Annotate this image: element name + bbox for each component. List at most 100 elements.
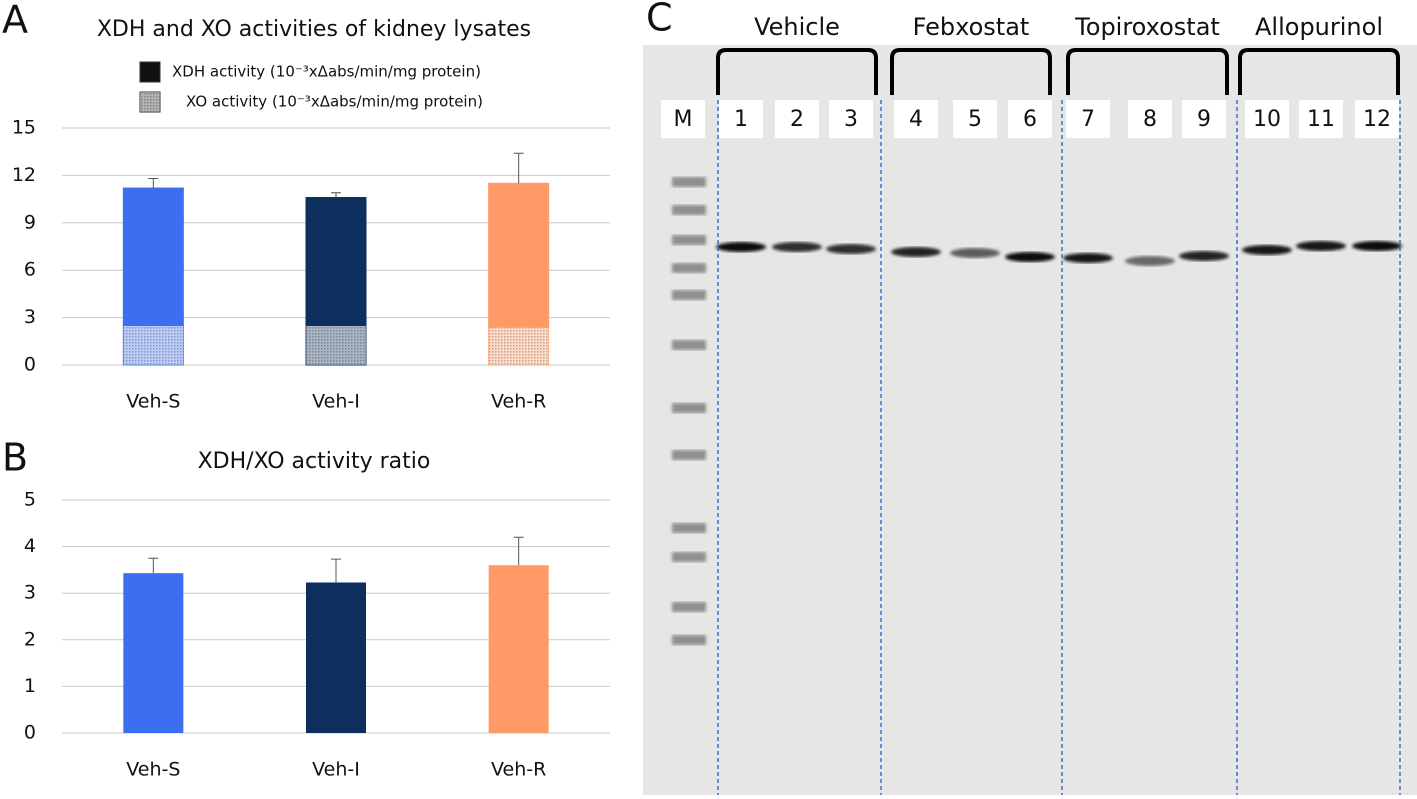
panel-letter: C bbox=[646, 0, 673, 40]
bar-pattern bbox=[488, 327, 549, 365]
bar bbox=[123, 573, 184, 733]
bar-pattern bbox=[123, 325, 184, 365]
protein-band bbox=[1125, 256, 1175, 266]
ladder-band bbox=[672, 635, 706, 645]
error-bar bbox=[331, 192, 341, 198]
ladder-band bbox=[672, 235, 706, 245]
group-label: Topiroxostat bbox=[1074, 13, 1220, 41]
lane-label: 5 bbox=[968, 107, 982, 132]
chart-title: XDH and XO activities of kidney lysates bbox=[97, 17, 531, 42]
lane-label-box bbox=[829, 100, 873, 138]
bar bbox=[306, 582, 366, 733]
lane-label: 7 bbox=[1081, 107, 1095, 132]
lane-label: 4 bbox=[909, 107, 923, 132]
bar-segment bbox=[305, 197, 367, 327]
lane-label-box bbox=[1299, 100, 1343, 138]
group-bracket bbox=[716, 48, 878, 95]
ladder-band bbox=[672, 403, 706, 413]
lane-label-box bbox=[1355, 100, 1399, 138]
panel-letter: A bbox=[2, 0, 28, 42]
x-tick-label: Veh-R bbox=[491, 759, 546, 781]
lane-label: 1 bbox=[734, 107, 748, 132]
gel-image bbox=[643, 45, 1417, 795]
ladder-band bbox=[672, 523, 706, 533]
lane-label-box bbox=[1245, 100, 1289, 138]
group-label: Vehicle bbox=[754, 13, 840, 41]
lane-label: 10 bbox=[1253, 107, 1281, 132]
y-tick-label: 6 bbox=[24, 259, 36, 281]
x-tick-label: Veh-R bbox=[491, 391, 546, 413]
ladder-band bbox=[672, 177, 706, 187]
lane-label: M bbox=[674, 107, 693, 132]
lane-label: 12 bbox=[1363, 107, 1391, 132]
group-label: Allopurinol bbox=[1255, 13, 1383, 41]
lane-label: 11 bbox=[1307, 107, 1335, 132]
ladder-band bbox=[672, 205, 706, 215]
error-bar bbox=[513, 536, 524, 566]
ladder-band bbox=[672, 340, 706, 350]
protein-band bbox=[1296, 241, 1346, 251]
y-tick-label: 0 bbox=[24, 354, 36, 376]
ladder-band bbox=[672, 263, 706, 273]
chart-title: XDH/XO activity ratio bbox=[198, 449, 431, 474]
error-bar bbox=[148, 557, 159, 574]
legend-swatch bbox=[139, 61, 161, 83]
lane-label: 8 bbox=[1143, 107, 1157, 132]
ladder-band bbox=[672, 552, 706, 562]
ladder-band bbox=[672, 602, 706, 612]
ladder-band bbox=[672, 450, 706, 460]
x-tick-label: Veh-I bbox=[312, 391, 360, 413]
error-bar bbox=[148, 178, 159, 189]
lane-label-box bbox=[1182, 100, 1226, 138]
protein-band bbox=[1352, 241, 1402, 251]
y-tick-label: 12 bbox=[12, 164, 36, 186]
lane-label-box bbox=[775, 100, 819, 138]
protein-band bbox=[1242, 245, 1292, 255]
legend-label: XDH activity (10⁻³xΔabs/min/mg protein) bbox=[172, 63, 481, 81]
group-label: Febxostat bbox=[913, 13, 1030, 41]
protein-band bbox=[1179, 251, 1229, 261]
protein-band bbox=[772, 242, 822, 252]
y-tick-label: 9 bbox=[24, 211, 36, 233]
protein-band bbox=[1063, 253, 1113, 263]
lane-label: 3 bbox=[844, 107, 858, 132]
y-tick-label: 15 bbox=[12, 117, 36, 139]
lane-label-box bbox=[1066, 100, 1110, 138]
y-tick-label: 3 bbox=[24, 306, 36, 328]
bar bbox=[488, 565, 549, 733]
group-bracket bbox=[1238, 48, 1400, 95]
bar-segment bbox=[488, 182, 550, 328]
y-tick-label: 4 bbox=[24, 535, 36, 557]
lane-label: 6 bbox=[1023, 107, 1037, 132]
group-bracket bbox=[890, 48, 1052, 95]
lane-label: 2 bbox=[790, 107, 804, 132]
x-tick-label: Veh-I bbox=[312, 759, 360, 781]
y-tick-label: 1 bbox=[24, 675, 36, 697]
bar-pattern bbox=[306, 325, 366, 365]
bar-segment bbox=[122, 187, 184, 326]
legend-label: XO activity (10⁻³xΔabs/min/mg protein) bbox=[186, 93, 483, 111]
lane-label-box bbox=[1128, 100, 1172, 138]
lane-label-box bbox=[719, 100, 763, 138]
legend-pattern bbox=[140, 92, 160, 112]
y-tick-label: 0 bbox=[24, 722, 36, 744]
x-tick-label: Veh-S bbox=[126, 391, 180, 413]
protein-band bbox=[716, 242, 766, 252]
lane-label: 9 bbox=[1197, 107, 1211, 132]
lane-label-box bbox=[894, 100, 938, 138]
error-bar bbox=[331, 558, 341, 583]
protein-band bbox=[891, 247, 941, 257]
y-tick-label: 2 bbox=[24, 628, 36, 650]
lane-label-box bbox=[953, 100, 997, 138]
lane-label-box bbox=[1008, 100, 1052, 138]
group-bracket bbox=[1066, 48, 1229, 95]
protein-band bbox=[1005, 252, 1055, 262]
protein-band bbox=[826, 244, 876, 254]
y-tick-label: 5 bbox=[24, 489, 36, 511]
panel-letter: B bbox=[2, 436, 28, 480]
y-tick-label: 3 bbox=[24, 582, 36, 604]
lane-label-box bbox=[661, 100, 705, 138]
x-tick-label: Veh-S bbox=[126, 759, 180, 781]
